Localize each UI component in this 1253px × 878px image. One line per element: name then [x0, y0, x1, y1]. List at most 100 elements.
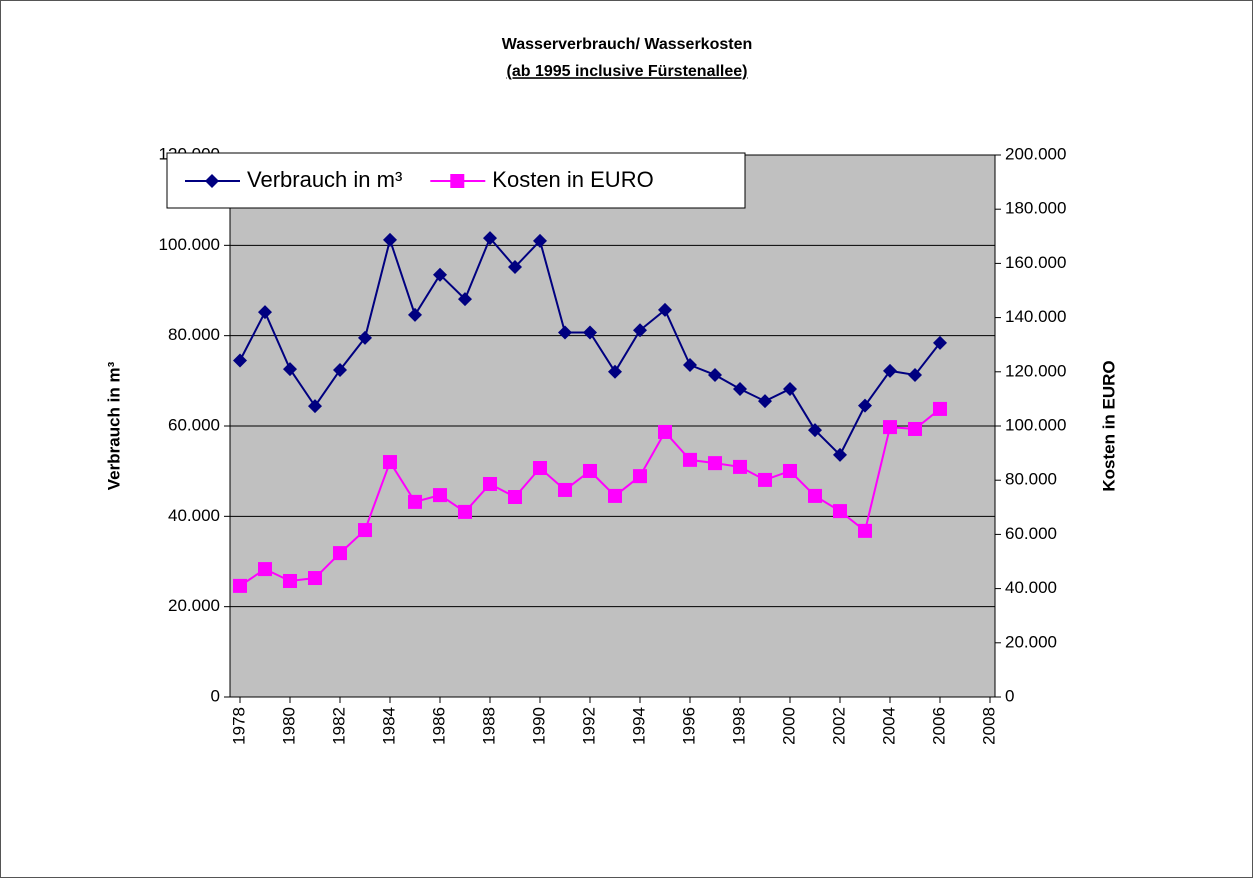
- y2-tick-label: 40.000: [1005, 578, 1057, 597]
- data-point: [358, 523, 372, 538]
- chart-subtitle: (ab 1995 inclusive Fürstenallee): [507, 63, 748, 80]
- data-point: [458, 292, 472, 307]
- x-tick-label: 1992: [579, 707, 598, 745]
- x-tick-label: 1978: [229, 707, 248, 745]
- data-point: [583, 463, 597, 478]
- legend-label: Kosten in EURO: [492, 167, 653, 192]
- data-point: [683, 358, 697, 373]
- x-tick-label: 1994: [629, 707, 648, 745]
- data-point: [458, 504, 472, 519]
- data-point: [783, 381, 797, 396]
- legend-marker: [450, 174, 465, 188]
- x-tick-label: 1988: [479, 707, 498, 745]
- data-point: [733, 459, 747, 474]
- legend-marker: [205, 174, 219, 188]
- data-point: [283, 574, 297, 589]
- data-point: [533, 233, 547, 248]
- data-point: [883, 363, 897, 378]
- data-point: [933, 401, 947, 416]
- data-point: [908, 421, 922, 436]
- data-point: [233, 353, 247, 368]
- x-tick-label: 1986: [429, 707, 448, 745]
- data-point: [883, 420, 897, 435]
- x-tick-label: 2006: [929, 707, 948, 745]
- x-tick-label: 1990: [529, 707, 548, 745]
- data-point: [758, 472, 772, 487]
- x-tick-label: 2008: [979, 707, 998, 745]
- x-tick-label: 1996: [679, 707, 698, 745]
- data-point: [408, 494, 422, 509]
- y2-tick-label: 0: [1005, 686, 1014, 705]
- data-point: [808, 423, 822, 438]
- data-point: [333, 362, 347, 377]
- data-point: [658, 302, 672, 317]
- data-point: [733, 381, 747, 396]
- data-point: [633, 469, 647, 484]
- y2-tick-label: 60.000: [1005, 524, 1057, 543]
- x-tick-label: 1980: [279, 707, 298, 745]
- y2-tick-label: 100.000: [1005, 415, 1066, 434]
- x-tick-label: 2000: [779, 707, 798, 745]
- data-point: [608, 364, 622, 379]
- y2-tick-label: 140.000: [1005, 307, 1066, 326]
- y-tick-label: 80.000: [168, 325, 220, 344]
- data-point: [833, 504, 847, 519]
- data-point: [683, 452, 697, 467]
- legend-label: Verbrauch in m³: [247, 167, 402, 192]
- data-point: [508, 490, 522, 505]
- data-point: [558, 325, 572, 340]
- data-point: [358, 330, 372, 345]
- y-axis-label: Verbrauch in m³: [104, 361, 123, 490]
- data-point: [533, 461, 547, 476]
- data-point: [808, 488, 822, 503]
- data-point: [708, 367, 722, 382]
- data-point: [483, 476, 497, 491]
- data-point: [433, 488, 447, 503]
- data-point: [233, 578, 247, 593]
- x-tick-label: 1998: [729, 707, 748, 745]
- data-point: [258, 562, 272, 577]
- data-point: [383, 455, 397, 470]
- data-point: [308, 399, 322, 414]
- data-point: [508, 260, 522, 275]
- y-tick-label: 100.000: [159, 235, 220, 254]
- data-point: [858, 523, 872, 538]
- data-point: [483, 231, 497, 246]
- y2-axis-label: Kosten in EURO: [1099, 360, 1118, 491]
- y2-tick-label: 160.000: [1005, 253, 1066, 272]
- chart-title: Wasserverbrauch/ Wasserkosten: [502, 36, 752, 53]
- data-point: [758, 394, 772, 409]
- data-point: [408, 307, 422, 322]
- y2-tick-label: 200.000: [1005, 144, 1066, 163]
- data-point: [858, 398, 872, 413]
- data-point: [633, 323, 647, 338]
- y-tick-label: 60.000: [168, 415, 220, 434]
- y2-tick-label: 80.000: [1005, 470, 1057, 489]
- data-point: [258, 305, 272, 320]
- data-point: [333, 546, 347, 561]
- data-point: [933, 335, 947, 350]
- y2-tick-label: 120.000: [1005, 361, 1066, 380]
- data-point: [383, 232, 397, 247]
- data-point: [433, 267, 447, 282]
- y-tick-label: 20.000: [168, 596, 220, 615]
- data-point: [708, 456, 722, 471]
- y2-tick-label: 20.000: [1005, 632, 1057, 651]
- data-point: [608, 488, 622, 503]
- y-tick-label: 40.000: [168, 506, 220, 525]
- data-point: [833, 447, 847, 462]
- x-tick-label: 1982: [329, 707, 348, 745]
- y-tick-label: 0: [211, 686, 220, 705]
- data-point: [283, 362, 297, 377]
- data-point: [583, 325, 597, 340]
- data-point: [658, 424, 672, 439]
- data-point: [783, 463, 797, 478]
- x-tick-label: 2004: [879, 707, 898, 745]
- x-tick-label: 1984: [379, 707, 398, 745]
- data-point: [558, 482, 572, 497]
- data-point: [908, 367, 922, 382]
- data-point: [308, 571, 322, 586]
- x-tick-label: 2002: [829, 707, 848, 745]
- y2-tick-label: 180.000: [1005, 199, 1066, 218]
